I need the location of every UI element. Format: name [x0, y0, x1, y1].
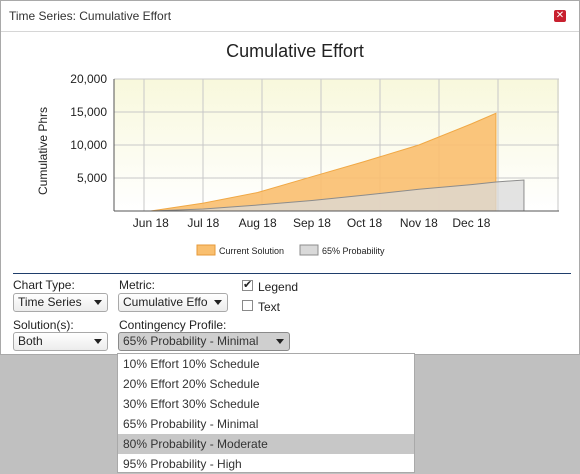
dropdown-option[interactable]: 95% Probability - High: [123, 457, 242, 471]
dropdown-option[interactable]: 30% Effort 30% Schedule: [123, 397, 260, 411]
x-tick-label: Jul 18: [187, 216, 219, 230]
contingency-dropdown-list: 10% Effort 10% Schedule 20% Effort 20% S…: [117, 353, 415, 473]
chart-title: Cumulative Effort: [226, 41, 364, 61]
dropdown-option[interactable]: 65% Probability - Minimal: [123, 417, 259, 431]
y-axis-label: Cumulative Phrs: [36, 107, 50, 195]
solutions-select[interactable]: Both: [13, 332, 108, 351]
chevron-down-icon: [94, 300, 102, 305]
x-tick-label: Dec 18: [452, 216, 490, 230]
y-tick-label: 5,000: [77, 171, 107, 185]
y-tick-label: 10,000: [70, 138, 107, 152]
close-icon[interactable]: ✕: [554, 10, 566, 22]
chart-area: Cumulative Effort Jun 18 Jul 18 Aug 18 Sep …: [1, 31, 579, 269]
metric-value: Cumulative Effo: [123, 295, 208, 309]
x-tick-label: Nov 18: [400, 216, 438, 230]
legend-checkbox-label: Legend: [258, 280, 299, 294]
series-area: [150, 112, 497, 212]
legend-checkbox[interactable]: ✔: [242, 278, 253, 291]
metric-label: Metric:: [119, 278, 155, 292]
x-tick-label: Sep 18: [293, 216, 331, 230]
series-area: [150, 179, 525, 212]
chart-type-value: Time Series: [18, 295, 82, 309]
chevron-down-icon: [276, 339, 284, 344]
contingency-label: Contingency Profile:: [119, 318, 227, 332]
legend-swatch: [196, 244, 216, 256]
x-tick-label: Jun 18: [133, 216, 169, 230]
chevron-down-icon: [214, 300, 222, 305]
y-tick-label: 20,000: [70, 72, 107, 86]
window-titlebar: Time Series: Cumulative Effort ✕: [1, 1, 579, 32]
contingency-select[interactable]: 65% Probability - Minimal: [118, 332, 290, 351]
y-tick-label: 15,000: [70, 105, 107, 119]
solutions-value: Both: [18, 334, 43, 348]
divider: [13, 273, 571, 274]
legend-swatch: [299, 244, 319, 256]
checkmark-icon: ✔: [243, 278, 253, 291]
cumulative-effort-chart: Cumulative Effort Jun 18 Jul 18 Aug 18 Sep …: [36, 41, 559, 256]
chart-axes: Jun 18 Jul 18 Aug 18 Sep 18 Oct 18 Nov 18 Dec …: [70, 72, 559, 230]
chart-type-label: Chart Type:: [13, 278, 75, 292]
dropdown-option[interactable]: 10% Effort 10% Schedule: [123, 357, 260, 371]
window-title: Time Series: Cumulative Effort: [9, 9, 172, 23]
x-tick-label: Aug 18: [239, 216, 277, 230]
legend-label: Current Solution: [219, 246, 284, 256]
x-tick-label: Oct 18: [347, 216, 383, 230]
text-checkbox[interactable]: [242, 300, 253, 311]
chart-areas: [150, 112, 525, 212]
legend-label: 65% Probability: [322, 246, 385, 256]
text-checkbox-label: Text: [258, 300, 281, 314]
chart-legend: Current Solution 65% Probability: [196, 244, 385, 256]
metric-select[interactable]: Cumulative Effo: [118, 293, 228, 312]
chevron-down-icon: [94, 339, 102, 344]
time-series-window: Time Series: Cumulative Effort ✕ Cumulat…: [0, 0, 580, 355]
contingency-value: 65% Probability - Minimal: [123, 334, 259, 348]
solutions-label: Solution(s):: [13, 318, 74, 332]
dropdown-option[interactable]: 20% Effort 20% Schedule: [123, 377, 260, 391]
dropdown-option[interactable]: 80% Probability - Moderate: [118, 434, 414, 454]
chart-type-select[interactable]: Time Series: [13, 293, 108, 312]
